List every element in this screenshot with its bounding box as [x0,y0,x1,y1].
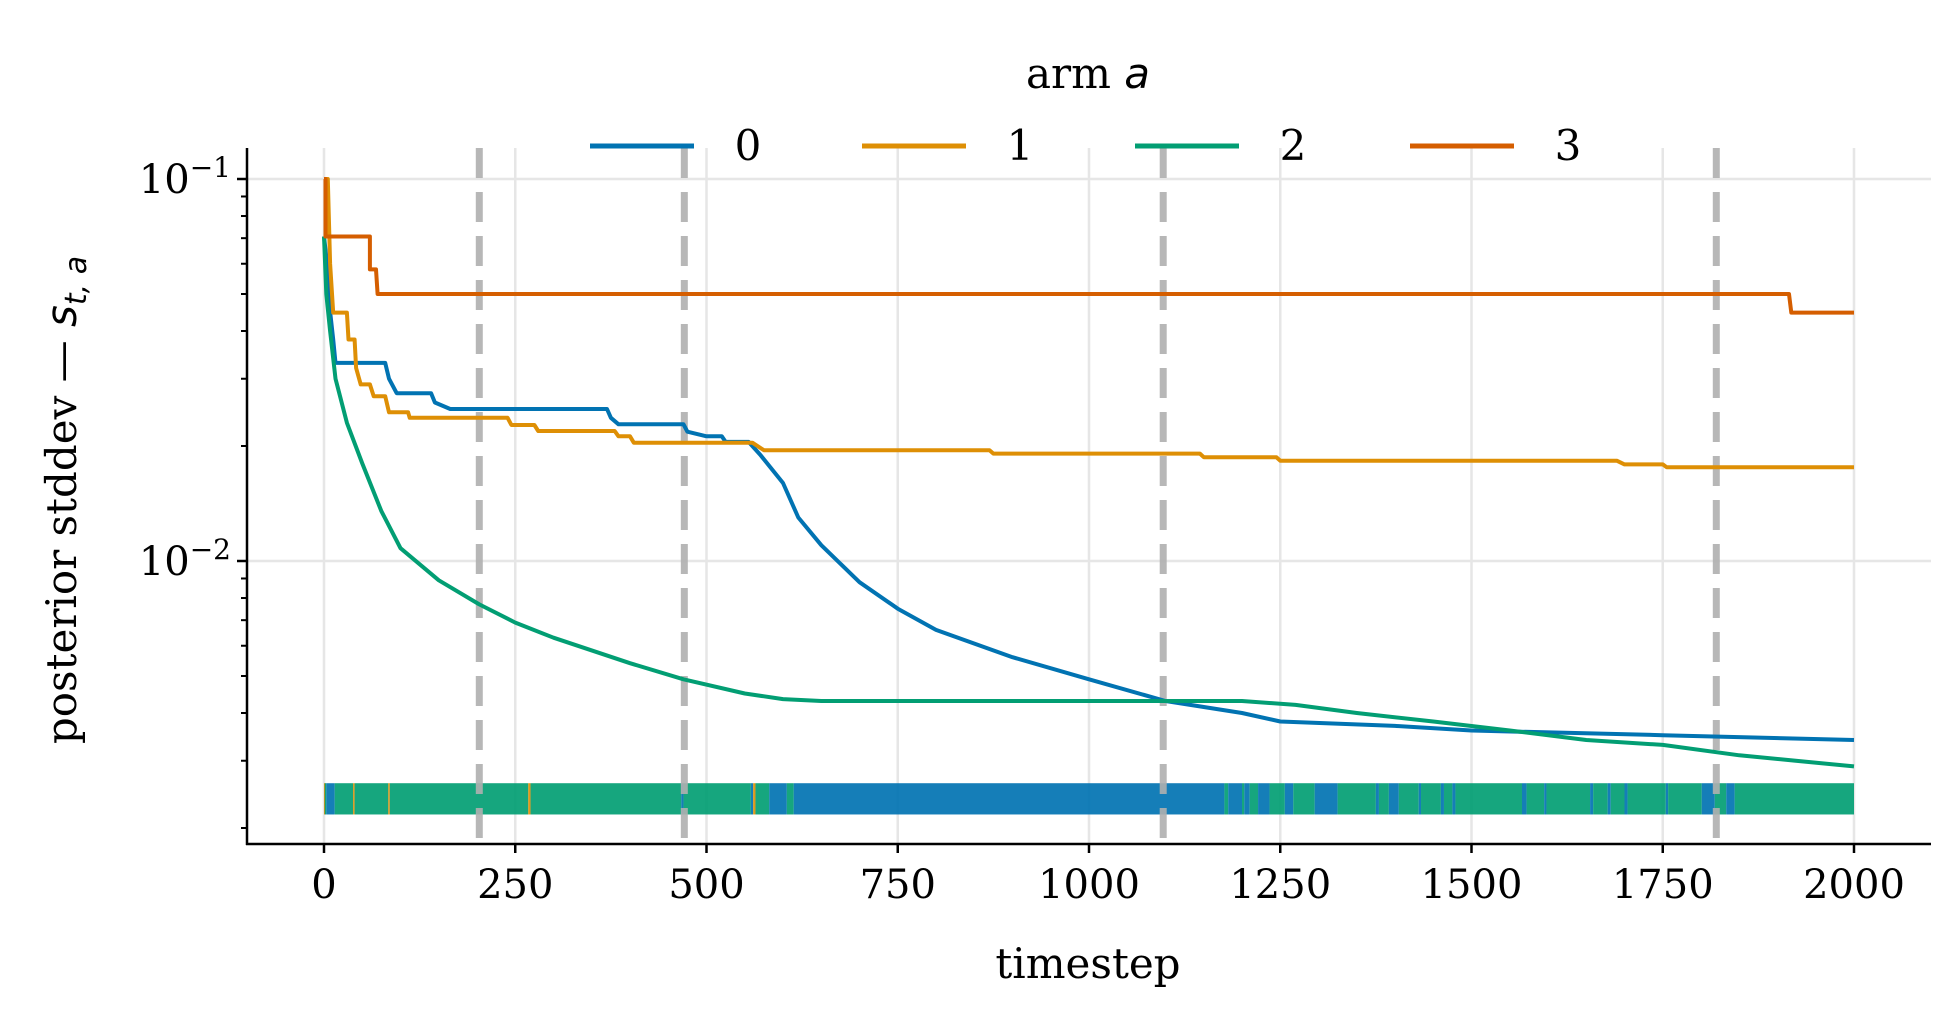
rug-segment-arm-1 [753,783,756,815]
rug-segment-arm-0 [1590,783,1594,815]
rug-segment-arm-0 [1440,783,1444,815]
rug-segment-arm-2 [1269,783,1285,815]
series-lines [322,177,1855,769]
x-tick-label: 500 [668,862,744,908]
rug-segment-arm-0 [1244,783,1250,815]
rug-segment-arm-0 [326,783,335,815]
rug-segment-arm-2 [530,783,682,815]
rug-segment-arm-2 [1293,783,1315,815]
x-tick-label: 250 [477,862,553,908]
legend-label-arm-2: 2 [1280,121,1307,170]
rug-segment-arm-2 [1421,783,1441,815]
x-tick-label: 2000 [1803,862,1905,908]
arm-choice-rug [324,783,1854,815]
series-line-arm-1 [324,177,1854,470]
rug-segment-arm-1 [528,783,531,815]
rug-segment-arm-2 [1337,783,1376,815]
rug-segment-arm-2 [1627,783,1666,815]
x-tick-label: 1250 [1229,862,1331,908]
legend-title: arm a [1026,49,1150,98]
rug-segment-arm-0 [1418,783,1422,815]
rug-segment-arm-0 [1388,783,1399,815]
rug-segment-arm-0 [769,783,787,815]
rug-segment-arm-2 [1443,783,1453,815]
rug-segment-arm-2 [389,783,529,815]
rug-segment-arm-0 [1375,783,1379,815]
rug-segment-arm-1 [324,783,326,815]
x-tick-label: 1000 [1038,862,1140,908]
rug-segment-arm-2 [1398,783,1419,815]
rug-segment-arm-0 [1544,783,1547,815]
rug-segment-arm-1 [353,783,355,815]
rug-segment-arm-0 [1521,783,1527,815]
rug-segment-arm-0 [1228,783,1242,815]
rug-segment-arm-0 [1607,783,1611,815]
rug-segment-arm-0 [1258,783,1270,815]
rug-segment-arm-2 [1224,783,1229,815]
rug-segment-arm-2 [683,783,751,815]
rug-segment-arm-0 [1452,783,1456,815]
rug-segment-arm-2 [1546,783,1591,815]
rug-segment-arm-2 [1610,783,1625,815]
rug-segment-arm-2 [1593,783,1608,815]
legend-label-arm-0: 0 [735,121,762,170]
rug-segment-arm-1 [388,783,390,815]
rug-segment-arm-2 [1668,783,1702,815]
rug-segment-arm-0 [750,783,754,815]
legend-label-arm-1: 1 [1007,121,1034,170]
rug-segment-arm-0 [1284,783,1294,815]
axes: 0 250 500 750 1000 1250 1500 1750 2000 10−1 10−2 [139,148,1931,908]
y-axis-label: posterior stddev — st, a [37,256,94,744]
rug-segment-arm-2 [786,783,794,815]
rug-segment-arm-2 [755,783,770,815]
rug-segment-arm-0 [793,783,1225,815]
legend: arm a 0 1 2 3 [590,49,1581,170]
rug-segment-arm-0 [1726,783,1735,815]
legend-label-arm-3: 3 [1555,121,1582,170]
rug-segment-arm-0 [1701,783,1715,815]
rug-segment-arm-2 [1242,783,1245,815]
y-tick-label: 10−1 [139,151,231,203]
rug-segment-arm-0 [1665,783,1669,815]
rug-segment-arm-2 [1378,783,1389,815]
rug-segment-arm-2 [334,783,354,815]
x-tick-label: 1500 [1421,862,1523,908]
rug-segment-arm-2 [1455,783,1522,815]
rug-segment-arm-0 [1314,783,1338,815]
series-line-arm-2 [322,236,1855,769]
x-axis-label: timestep [995,939,1180,988]
rug-segment-arm-2 [1734,783,1854,815]
x-tick-label: 750 [860,862,936,908]
x-tick-label: 0 [311,862,336,908]
y-tick-label: 10−2 [139,533,231,585]
rug-segment-arm-0 [1624,783,1628,815]
rug-segment-arm-2 [1714,783,1727,815]
rug-segment-arm-2 [1249,783,1259,815]
rug-segment-arm-0 [681,783,684,815]
grid [247,148,1931,844]
dashed-vertical-lines [475,148,1720,844]
x-tick-label: 1750 [1612,862,1714,908]
rug-segment-arm-2 [324,783,327,815]
rug-segment-arm-2 [1526,783,1545,815]
rug-segment-arm-2 [354,783,389,815]
series-line-arm-3 [323,177,1854,315]
